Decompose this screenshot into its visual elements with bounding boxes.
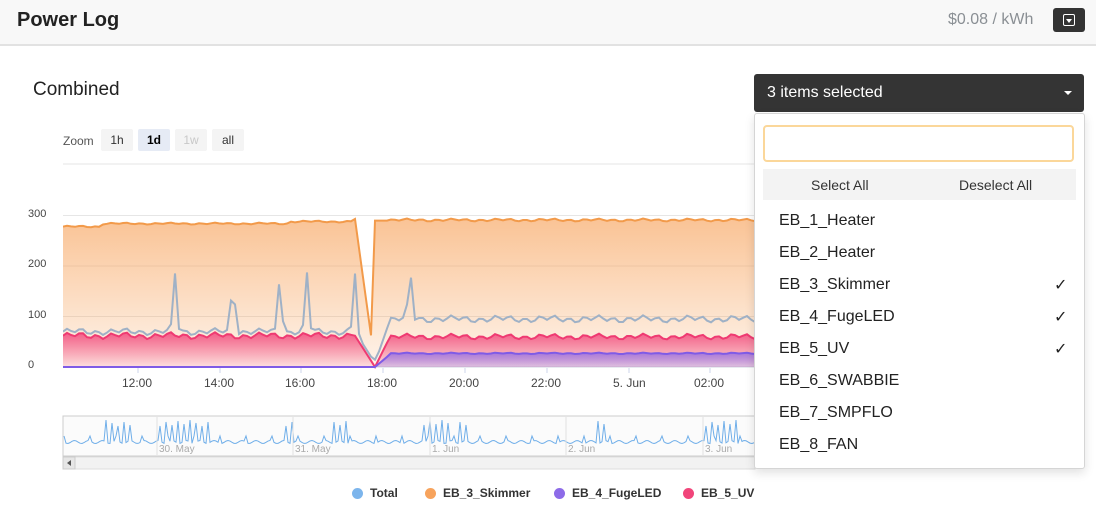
navigator-tick-label: 2. Jun bbox=[568, 444, 596, 455]
navigator-tick-label: 31. May bbox=[295, 444, 331, 455]
option-label: EB_5_UV bbox=[779, 340, 850, 357]
deselect-all-button[interactable]: Deselect All bbox=[959, 177, 1033, 193]
legend-label: Total bbox=[370, 486, 398, 500]
option-label: EB_7_SMPFLO bbox=[779, 404, 893, 421]
scrollbar-track[interactable] bbox=[62, 456, 756, 470]
checkmark-icon: ✓ bbox=[1054, 341, 1068, 358]
x-tick-label: 20:00 bbox=[449, 376, 480, 390]
checkmark-icon: ✓ bbox=[1054, 309, 1068, 326]
series-area-eb4-fugeled bbox=[375, 352, 755, 367]
select-all-button[interactable]: Select All bbox=[811, 177, 869, 193]
legend-item[interactable]: EB_4_FugeLED bbox=[554, 486, 661, 500]
option-item[interactable]: EB_4_FugeLED ✓ bbox=[755, 301, 1082, 333]
series-line-eb5-uv bbox=[63, 331, 755, 370]
energy-rate: $0.08 / kWh bbox=[948, 11, 1034, 28]
legend-marker bbox=[352, 487, 363, 499]
legend-label: EB_4_FugeLED bbox=[572, 486, 662, 500]
top-bar: Power Log $0.08 / kWh bbox=[0, 0, 1096, 46]
series-line-eb3-skimmer bbox=[63, 217, 755, 336]
x-tick-label: 16:00 bbox=[285, 376, 316, 390]
legend-marker bbox=[554, 487, 565, 499]
x-tick-label: 02:00 bbox=[694, 376, 725, 390]
multiselect-summary: 3 items selected bbox=[767, 84, 883, 101]
navigator-tick-label: 3. Jun bbox=[705, 444, 733, 455]
option-item[interactable]: EB_1_Heater bbox=[755, 205, 1082, 237]
option-label: EB_8_FAN bbox=[779, 436, 859, 453]
navigator[interactable] bbox=[62, 415, 756, 457]
y-tick-label: 100 bbox=[28, 308, 47, 321]
caret-down-icon bbox=[1064, 91, 1072, 95]
navigator-tick-label: 1. Jun bbox=[432, 444, 460, 455]
multiselect-actions: Select All Deselect All bbox=[763, 169, 1076, 200]
legend-item[interactable]: Total bbox=[352, 486, 398, 500]
navigator-tick-label: 30. May bbox=[159, 444, 195, 455]
zoom-1d-button[interactable]: 1d bbox=[138, 129, 170, 151]
legend-item[interactable]: EB_3_Skimmer bbox=[425, 486, 530, 500]
option-item[interactable]: EB_8_FAN bbox=[755, 429, 1082, 461]
series-multiselect-button[interactable]: 3 items selected bbox=[754, 74, 1084, 112]
series-line-eb4-fugeled bbox=[63, 351, 755, 368]
arrow-left-icon bbox=[67, 460, 71, 466]
option-label: EB_4_FugeLED bbox=[779, 308, 895, 325]
legend-item[interactable]: EB_5_UV bbox=[683, 486, 754, 500]
zoom-all-button[interactable]: all bbox=[212, 129, 244, 151]
option-item[interactable]: EB_7_SMPFLO bbox=[755, 397, 1082, 429]
option-label: EB_2_Heater bbox=[779, 244, 876, 261]
zoom-1w-button: 1w bbox=[175, 129, 207, 151]
zoom-1h-button[interactable]: 1h bbox=[101, 129, 133, 151]
zoom-label: Zoom bbox=[63, 134, 94, 148]
x-tick-label: 14:00 bbox=[204, 376, 235, 390]
scrollbar[interactable] bbox=[62, 456, 756, 470]
option-label: EB_6_SWABBIE bbox=[779, 372, 900, 389]
y-tick-label: 200 bbox=[28, 258, 47, 270]
option-item[interactable]: EB_6_SWABBIE bbox=[755, 365, 1082, 397]
menu-toggle-button[interactable] bbox=[1053, 8, 1085, 32]
legend-marker bbox=[425, 487, 436, 499]
multiselect-dropdown: Select All Deselect All EB_1_Heater EB_2_… bbox=[754, 113, 1085, 469]
legend-label: EB_5_UV bbox=[701, 486, 755, 500]
series-line-total bbox=[63, 272, 755, 362]
x-tick-label: 5. Jun bbox=[613, 376, 646, 390]
y-tick-label: 0 bbox=[28, 359, 35, 371]
dropdown-square-icon bbox=[1063, 14, 1075, 26]
app-title: Power Log bbox=[17, 9, 120, 31]
option-item[interactable]: EB_3_Skimmer ✓ bbox=[755, 269, 1082, 301]
x-axis-ticks bbox=[137, 368, 711, 373]
x-tick-label: 22:00 bbox=[531, 376, 562, 390]
multiselect-search-input[interactable] bbox=[763, 125, 1074, 162]
navigator-series-line bbox=[63, 419, 755, 445]
option-label: EB_3_Skimmer bbox=[779, 276, 891, 293]
x-tick-label: 18:00 bbox=[367, 376, 398, 390]
checkmark-icon: ✓ bbox=[1054, 277, 1068, 294]
option-item[interactable]: EB_2_Heater bbox=[755, 237, 1082, 269]
y-tick-label: 300 bbox=[28, 207, 47, 220]
option-item[interactable]: EB_5_UV ✓ bbox=[755, 333, 1082, 365]
x-tick-label: 12:00 bbox=[122, 376, 153, 390]
navigator-ticks bbox=[156, 417, 704, 455]
section-title: Combined bbox=[33, 79, 120, 100]
legend-label: EB_3_Skimmer bbox=[443, 486, 531, 500]
caret-down-icon bbox=[1066, 19, 1072, 23]
legend-marker bbox=[683, 487, 694, 499]
option-label: EB_1_Heater bbox=[779, 212, 876, 229]
